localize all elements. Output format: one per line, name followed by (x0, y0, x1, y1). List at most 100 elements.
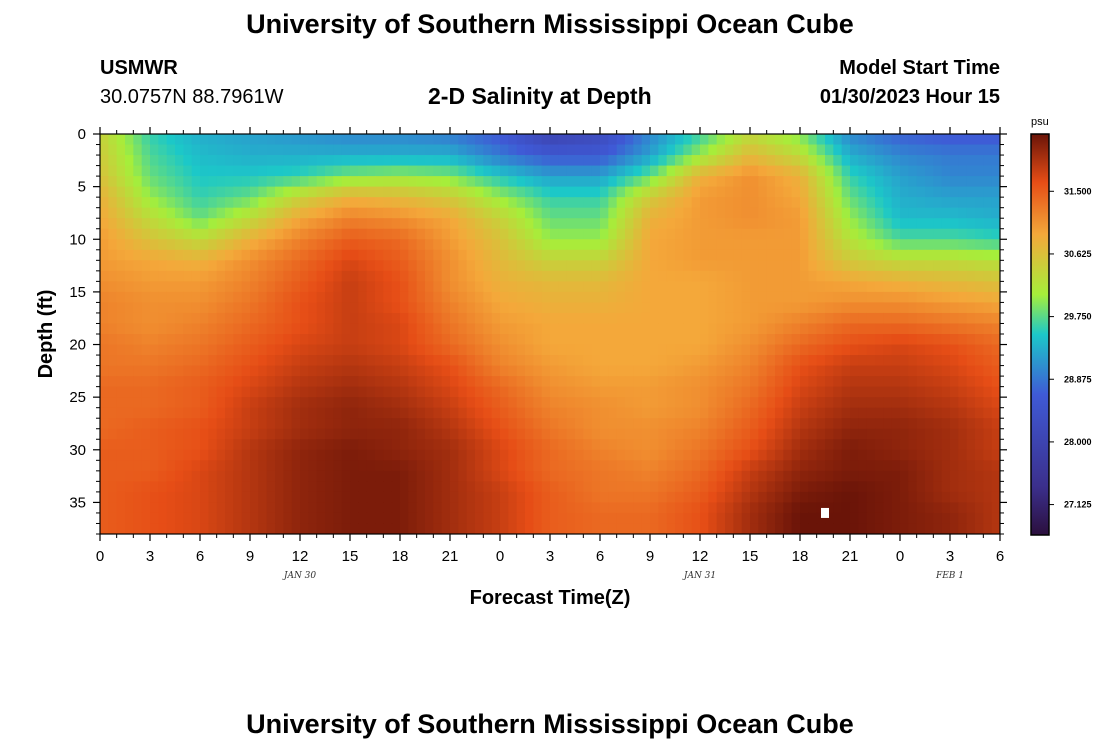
heatmap-cell (375, 281, 384, 293)
heatmap-cell (391, 218, 401, 230)
heatmap-cell (708, 334, 718, 346)
heatmap-cell (250, 334, 259, 346)
heatmap-cell (650, 407, 659, 419)
heatmap-cell (466, 523, 476, 534)
heatmap-cell (533, 355, 543, 367)
station-marker (821, 507, 829, 518)
heatmap-cell (516, 207, 526, 219)
heatmap-cell (850, 207, 859, 219)
heatmap-cell (466, 418, 476, 430)
heatmap-cell (941, 186, 951, 198)
heatmap-cell (191, 260, 201, 272)
heatmap-cell (533, 260, 543, 272)
heatmap-cell (308, 197, 318, 209)
heatmap-cell (958, 155, 968, 167)
heatmap-cell (216, 281, 226, 293)
heatmap-cell (375, 428, 384, 440)
heatmap-cell (533, 512, 543, 525)
heatmap-cell (600, 344, 609, 356)
heatmap-cell (550, 523, 559, 534)
heatmap-cell (966, 302, 976, 314)
heatmap-cell (150, 291, 159, 304)
heatmap-cell (266, 439, 276, 451)
heatmap-cell (950, 207, 959, 219)
heatmap-cell (316, 302, 326, 314)
heatmap-cell (883, 512, 893, 525)
heatmap-cell (550, 176, 559, 188)
heatmap-cell (925, 491, 934, 504)
heatmap-cell (550, 281, 559, 293)
heatmap-cell (841, 334, 851, 346)
heatmap-cell (275, 481, 284, 493)
heatmap-cell (583, 344, 593, 356)
heatmap-cell (758, 523, 768, 534)
y-tick-label: 5 (78, 179, 86, 196)
heatmap-cell (433, 334, 443, 346)
heatmap-cell (483, 291, 493, 304)
heatmap-cell (583, 270, 593, 282)
heatmap-cell (541, 291, 551, 304)
heatmap-cell (583, 365, 593, 377)
heatmap-cell (575, 144, 584, 156)
heatmap-cell (141, 481, 151, 493)
heatmap-cell (750, 176, 759, 188)
heatmap-cell (358, 386, 368, 398)
heatmap-cell (766, 460, 776, 472)
heatmap-cell (575, 197, 584, 209)
heatmap-cell (825, 144, 834, 156)
heatmap-cell (791, 176, 801, 188)
heatmap-cell (925, 302, 934, 314)
heatmap-cell (650, 523, 659, 534)
heatmap-cell (675, 470, 684, 482)
heatmap-cell (250, 407, 259, 419)
heatmap-cell (266, 523, 276, 534)
heatmap-cell (541, 249, 551, 261)
heatmap-cell (191, 386, 201, 398)
heatmap-cell (408, 312, 418, 325)
heatmap-cell (666, 249, 676, 261)
heatmap-cell (483, 312, 493, 325)
heatmap-cell (483, 239, 493, 251)
heatmap-cell (841, 260, 851, 272)
heatmap-cell (825, 460, 834, 472)
heatmap-cell (558, 502, 568, 514)
heatmap-cell (700, 470, 709, 482)
heatmap-cell (341, 470, 351, 482)
heatmap-cell (791, 291, 801, 304)
heatmap-cell (133, 186, 143, 198)
heatmap-cell (150, 239, 159, 251)
heatmap-cell (425, 470, 434, 482)
heatmap-cell (158, 239, 168, 251)
heatmap-cell (825, 291, 834, 304)
heatmap-cell (500, 323, 509, 335)
x-tick-label: 0 (896, 548, 904, 565)
heatmap-cell (150, 355, 159, 367)
heatmap-cell (733, 155, 743, 167)
heatmap-cell (808, 355, 818, 367)
heatmap-cell (225, 176, 234, 188)
heatmap-cell (725, 376, 734, 388)
heatmap-cell (691, 270, 701, 282)
heatmap-cell (575, 502, 584, 514)
heatmap-cell (600, 270, 609, 282)
heatmap-cell (975, 197, 984, 209)
heatmap-cell (100, 260, 109, 272)
heatmap-cell (116, 176, 126, 188)
heatmap-cell (908, 165, 918, 177)
heatmap-cell (166, 512, 176, 525)
heatmap-cell (808, 376, 818, 388)
heatmap-cell (625, 155, 634, 167)
heatmap-cell (350, 418, 359, 430)
heatmap-cell (516, 418, 526, 430)
heatmap-cell (375, 144, 384, 156)
heatmap-cell (933, 460, 943, 472)
heatmap-cell (941, 502, 951, 514)
heatmap-cell (900, 334, 909, 346)
heatmap-cell (358, 291, 368, 304)
heatmap-cell (116, 291, 126, 304)
heatmap-cell (441, 249, 451, 261)
heatmap-cell (550, 491, 559, 504)
heatmap-cell (266, 291, 276, 304)
heatmap-cell (741, 155, 751, 167)
heatmap-cell (416, 428, 426, 440)
